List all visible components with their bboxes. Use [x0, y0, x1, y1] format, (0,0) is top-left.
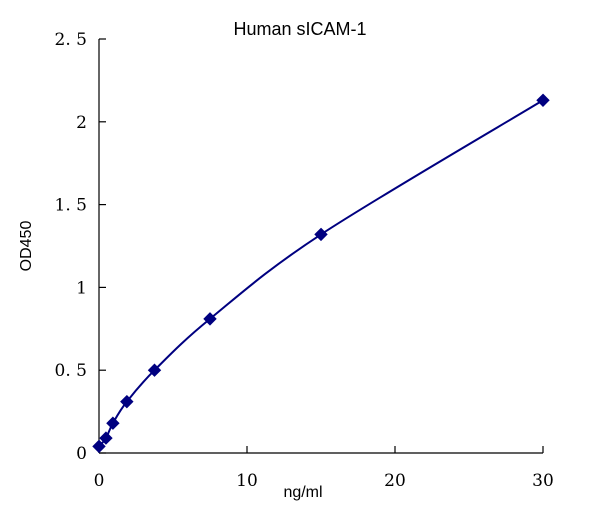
x-tick-label: 20	[384, 471, 406, 491]
y-tick-label: 0	[76, 444, 87, 464]
y-axis-title: OD450	[18, 221, 35, 272]
x-axis-title: ng/ml	[283, 484, 322, 501]
x-tick-label: 10	[236, 471, 258, 491]
data-point-marker	[106, 416, 120, 430]
x-tick-label: 30	[532, 471, 554, 491]
data-point-marker	[147, 363, 162, 377]
fit-curve	[98, 99, 544, 448]
data-point-marker	[92, 439, 106, 454]
y-tick-label: 1	[76, 278, 87, 298]
series-layer	[92, 93, 550, 454]
x-tick-label: 0	[94, 471, 105, 491]
data-point-marker	[120, 394, 134, 409]
x-axis-ticks: 0 10 20 30	[94, 446, 554, 491]
data-point-marker	[203, 312, 217, 326]
y-tick-label: 0. 5	[55, 361, 87, 381]
y-tick-label: 1. 5	[55, 196, 87, 216]
data-point-marker	[99, 431, 113, 445]
chart-title: Human sICAM-1	[233, 19, 366, 39]
data-point-marker	[536, 93, 550, 107]
y-axis-ticks: 0 0. 5 1 1. 5 2 2. 5	[55, 30, 106, 464]
data-point-marker	[314, 227, 328, 242]
y-tick-label: 2. 5	[55, 30, 87, 50]
y-tick-label: 2	[76, 113, 87, 133]
